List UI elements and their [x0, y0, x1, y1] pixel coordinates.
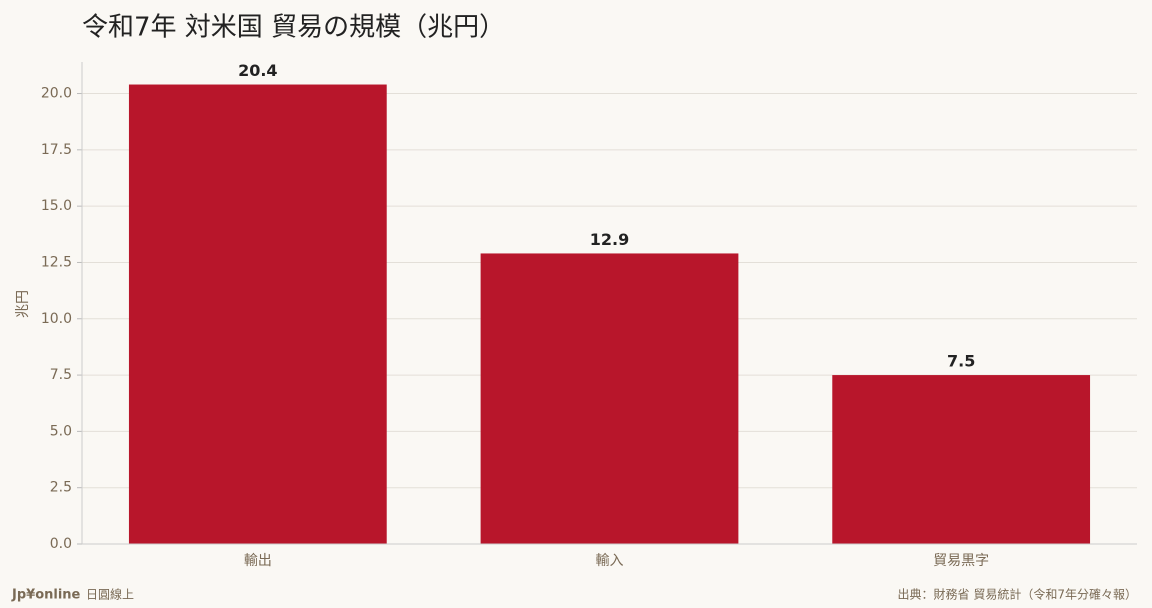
chart-title: 令和7年 対米国 貿易の規模（兆円） [82, 13, 505, 43]
value-label: 7.5 [947, 352, 975, 371]
y-tick-label: 5.0 [50, 423, 72, 439]
y-tick-label: 20.0 [41, 86, 72, 102]
y-tick-label: 2.5 [50, 480, 72, 496]
bar [128, 84, 387, 544]
bar [832, 375, 1091, 544]
y-axis-label: 兆円 [15, 290, 31, 318]
y-tick-label: 7.5 [50, 367, 72, 383]
x-tick-label: 輸出 [244, 553, 272, 569]
y-tick-label: 0.0 [50, 536, 72, 552]
brand-tagline: 日圓線上 [86, 587, 134, 602]
y-tick-label: 12.5 [41, 254, 72, 270]
value-label: 12.9 [590, 230, 629, 249]
bar [480, 253, 739, 544]
x-tick-label: 貿易黒字 [933, 553, 989, 569]
y-tick-label: 10.0 [41, 311, 72, 327]
y-tick-label: 17.5 [41, 142, 72, 158]
brand: Jp¥online [11, 588, 81, 603]
value-label: 20.4 [238, 61, 277, 80]
y-tick-label: 15.0 [41, 198, 72, 214]
source: 出典：財務省 貿易統計（令和7年分確々報） [898, 587, 1137, 602]
x-tick-label: 輸入 [596, 553, 624, 569]
